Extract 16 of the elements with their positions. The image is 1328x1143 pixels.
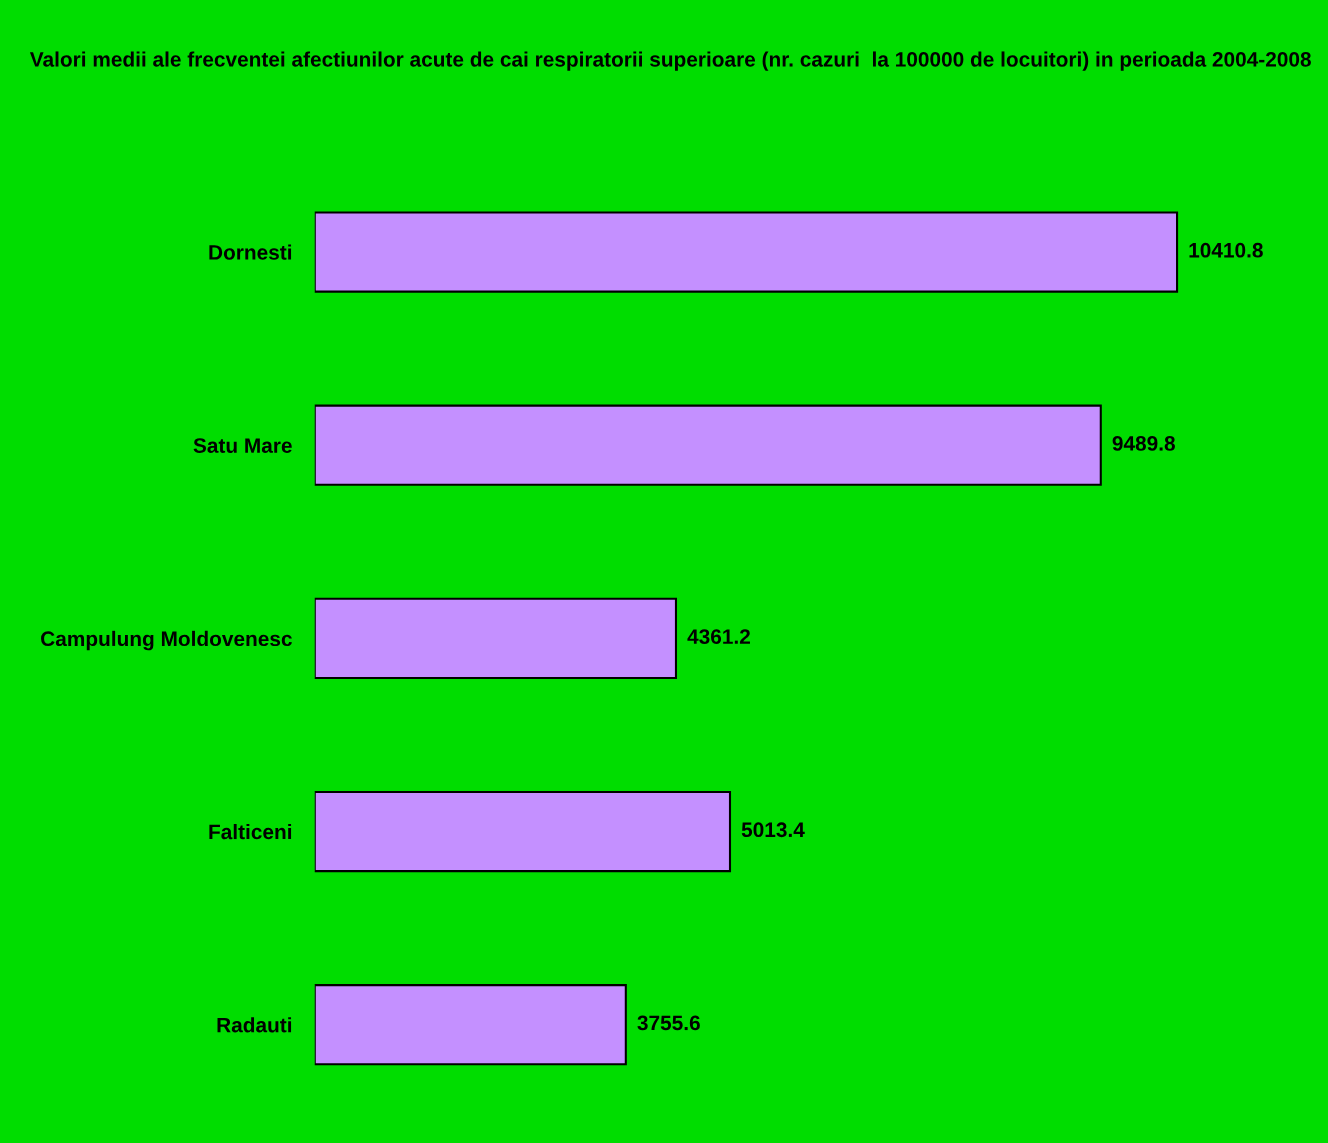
y-tick-label: Radauti	[217, 1017, 292, 1033]
bar	[314, 790, 732, 873]
bar	[314, 211, 1179, 293]
chart-title: Valori medii ale frecventei afectiunilor acute de cai respiratorii superioare (nr. cazuri la 100000 de locuitori) in perioada 2004-2008	[29, 51, 1311, 71]
bar	[314, 404, 1102, 486]
y-tick-label: Satu Mare	[193, 438, 292, 453]
data-label: 5013.4	[741, 822, 805, 838]
data-label: 3755.6	[637, 1015, 700, 1031]
y-tick-label: Dornesti	[209, 244, 292, 260]
y-tick-label: Falticeni	[209, 823, 292, 840]
bar	[314, 597, 678, 679]
y-tick-label: Campulung Moldovenesc	[41, 630, 292, 651]
bar	[314, 984, 627, 1066]
data-label: 9489.8	[1112, 436, 1175, 451]
data-label: 4361.2	[687, 629, 750, 644]
data-label: 10410.8	[1189, 242, 1263, 258]
